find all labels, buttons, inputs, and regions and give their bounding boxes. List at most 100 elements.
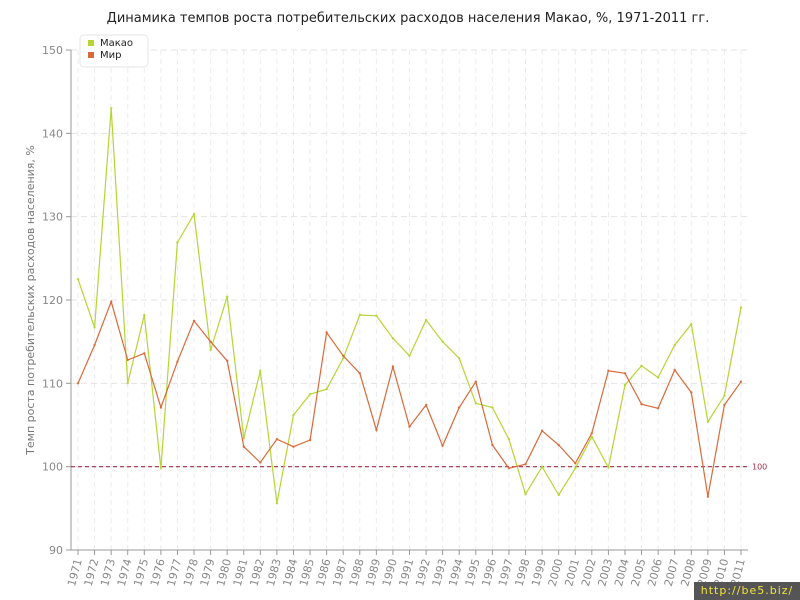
- data-point-macao-1985: [308, 393, 312, 396]
- data-point-macao-1996: [491, 406, 494, 409]
- data-point-macao-1976: [159, 467, 163, 470]
- reference-line-group: 100: [71, 463, 767, 472]
- watermark-link[interactable]: http://be5.biz/: [694, 582, 800, 600]
- data-point-macao-1983: [275, 502, 279, 505]
- data-point-macao-1993: [441, 340, 444, 343]
- data-point-macao-2000: [557, 493, 560, 497]
- data-point-world-1983: [275, 438, 279, 441]
- data-point-macao-2005: [640, 364, 643, 367]
- data-point-macao-2003: [607, 466, 610, 469]
- y-tick-label-110: 110: [42, 377, 63, 390]
- data-point-macao-2009: [706, 420, 710, 423]
- data-point-macao-1984: [292, 413, 295, 417]
- data-point-macao-1975: [143, 313, 146, 317]
- data-point-world-1996: [491, 443, 494, 447]
- data-point-world-1992: [424, 403, 428, 407]
- data-point-macao-2006: [656, 376, 660, 379]
- data-point-world-2006: [656, 407, 660, 410]
- data-point-world-1998: [524, 463, 527, 466]
- data-point-macao-1988: [358, 313, 361, 317]
- reference-line-label: 100: [752, 463, 767, 472]
- legend-label-world[interactable]: Мир: [100, 50, 121, 61]
- legend: Макао Мир: [79, 34, 149, 68]
- data-point-macao-2002: [590, 435, 593, 438]
- legend-swatch-macao: [88, 40, 94, 46]
- data-point-world-1997: [507, 467, 511, 470]
- legend-label-macao[interactable]: Макао: [100, 38, 133, 49]
- data-point-macao-1977: [176, 241, 179, 244]
- data-point-world-1994: [458, 406, 461, 409]
- data-point-world-1987: [342, 354, 345, 357]
- data-point-macao-1994: [458, 357, 461, 360]
- data-point-world-2009: [706, 495, 710, 498]
- data-point-world-2007: [673, 368, 676, 372]
- data-point-world-1986: [325, 331, 328, 334]
- data-point-world-2002: [590, 432, 593, 435]
- series-lines: [76, 107, 743, 505]
- data-point-world-1995: [474, 380, 477, 383]
- data-point-macao-1990: [391, 337, 395, 340]
- data-point-macao-1986: [325, 388, 328, 391]
- data-point-macao-1972: [93, 326, 96, 329]
- y-tick-label-140: 140: [42, 127, 63, 140]
- data-point-world-1982: [259, 461, 262, 464]
- data-point-world-1976: [159, 406, 163, 409]
- data-point-world-2003: [607, 369, 610, 372]
- y-tick-label-120: 120: [42, 294, 63, 307]
- data-point-macao-1998: [524, 493, 527, 496]
- data-point-macao-1980: [226, 295, 229, 298]
- data-point-world-2010: [723, 403, 726, 407]
- data-point-world-2000: [557, 443, 560, 447]
- legend-swatch-world: [88, 52, 94, 58]
- data-point-macao-2011: [739, 306, 743, 309]
- y-tick-label-90: 90: [49, 544, 63, 557]
- y-tick-label-100: 100: [42, 461, 63, 474]
- gridlines: [71, 49, 748, 550]
- data-point-world-1972: [93, 343, 96, 347]
- data-point-world-2004: [623, 372, 627, 375]
- data-point-world-1985: [308, 438, 312, 442]
- data-point-world-2008: [690, 391, 693, 394]
- data-point-world-1971: [76, 382, 80, 385]
- legend-box: [79, 34, 149, 68]
- data-point-macao-1978: [192, 213, 196, 216]
- data-point-macao-1991: [408, 354, 411, 357]
- data-point-world-1989: [375, 428, 378, 432]
- data-point-world-1974: [126, 358, 129, 362]
- data-point-world-1977: [176, 360, 179, 363]
- data-point-macao-1992: [424, 318, 428, 322]
- data-point-macao-2008: [690, 323, 693, 326]
- data-point-macao-2004: [623, 383, 627, 387]
- data-point-world-1991: [408, 425, 411, 428]
- data-point-world-2001: [574, 462, 577, 465]
- data-point-macao-1989: [375, 314, 378, 317]
- data-point-macao-1982: [259, 369, 262, 372]
- y-axis-ticks: 90 100 110 120 130 140 150: [42, 44, 71, 557]
- data-point-world-1988: [358, 372, 361, 375]
- data-point-world-1993: [441, 444, 444, 447]
- data-point-macao-1999: [540, 465, 544, 468]
- x-axis-ticks: 1971197219731974197519761977197819791980…: [65, 550, 748, 588]
- y-tick-label-130: 130: [42, 211, 63, 224]
- data-point-macao-2001: [574, 467, 577, 470]
- data-point-world-1978: [192, 319, 196, 322]
- data-point-macao-1997: [507, 438, 511, 441]
- data-point-macao-1973: [110, 107, 113, 110]
- data-point-world-1999: [540, 429, 544, 432]
- data-point-macao-2010: [723, 394, 726, 397]
- y-axis-label: Темп роста потребительских расходов насе…: [24, 145, 37, 456]
- data-point-world-1990: [391, 365, 395, 368]
- data-point-macao-1971: [76, 278, 80, 281]
- data-point-world-1973: [110, 300, 113, 303]
- data-point-macao-1987: [342, 357, 345, 360]
- data-point-macao-1995: [474, 402, 477, 405]
- data-point-macao-1981: [242, 437, 245, 440]
- data-point-world-1981: [242, 445, 245, 448]
- data-point-world-1984: [292, 445, 295, 448]
- data-point-world-2005: [640, 403, 643, 406]
- data-point-macao-1974: [126, 382, 129, 385]
- data-point-world-1975: [143, 352, 146, 355]
- y-tick-label-150: 150: [42, 44, 63, 57]
- data-point-world-1979: [209, 340, 212, 343]
